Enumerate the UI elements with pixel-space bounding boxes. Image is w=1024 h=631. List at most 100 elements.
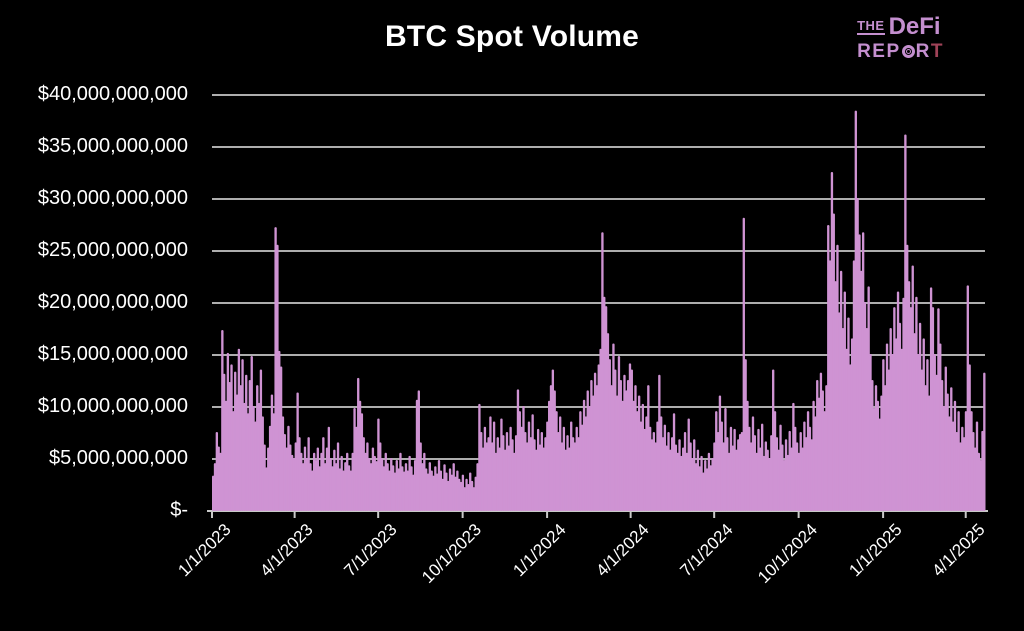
- volume-bar: [626, 379, 630, 511]
- volume-bar: [632, 400, 635, 511]
- volume-bar: [847, 317, 850, 511]
- volume-bar: [340, 455, 343, 511]
- volume-bar: [698, 466, 701, 511]
- volume-bar: [588, 405, 591, 511]
- volume-bar: [424, 468, 428, 511]
- volume-bar: [294, 442, 297, 511]
- volume-bar: [257, 402, 261, 511]
- volume-bar: [270, 394, 274, 511]
- volume-bar: [740, 431, 744, 511]
- volume-bar: [548, 400, 551, 511]
- volume-bar: [683, 431, 687, 511]
- volume-bar: [678, 439, 681, 511]
- volume-bar: [694, 463, 698, 511]
- volume-bar: [873, 408, 876, 511]
- volume-bar: [738, 434, 742, 511]
- volume-bar: [674, 444, 678, 511]
- volume-bar: [962, 437, 966, 511]
- volume-bar: [535, 449, 538, 511]
- volume-bar: [252, 405, 255, 511]
- volume-bar: [368, 457, 371, 511]
- volume-bar: [441, 478, 444, 511]
- volume-bar: [481, 447, 485, 511]
- volume-bar: [942, 405, 946, 511]
- volume-bar: [346, 452, 349, 511]
- volume-bar: [272, 413, 275, 511]
- volume-bar: [744, 359, 747, 511]
- volume-bar: [891, 353, 894, 511]
- volume-bar: [480, 431, 483, 511]
- volume-bar: [373, 455, 376, 511]
- volume-bar: [819, 372, 823, 511]
- volume-bar: [972, 431, 975, 511]
- volume-bar: [727, 452, 731, 511]
- volume-bar: [841, 327, 845, 511]
- logo-the-text: THE: [857, 18, 885, 35]
- volume-bar: [762, 455, 766, 511]
- volume-bar: [246, 413, 250, 511]
- volume-bar: [301, 463, 305, 511]
- volume-bar: [682, 447, 685, 511]
- volume-bar: [955, 431, 958, 511]
- volume-bar: [342, 470, 345, 511]
- volume-bar: [663, 424, 667, 511]
- volume-bar: [540, 431, 543, 511]
- volume-bar: [250, 356, 253, 511]
- volume-bar: [268, 425, 272, 511]
- volume-bar: [615, 395, 619, 511]
- volume-bar: [797, 452, 801, 511]
- volume-bar: [617, 356, 621, 511]
- volume-bar: [827, 225, 830, 511]
- volume-bar: [871, 379, 874, 511]
- volume-bar: [243, 402, 246, 511]
- volume-bar: [718, 395, 722, 511]
- volume-bar: [221, 330, 224, 511]
- volume-bar: [533, 439, 536, 511]
- volume-bar: [876, 400, 880, 511]
- volume-bar: [426, 473, 430, 511]
- volume-bar: [729, 426, 733, 511]
- volume-bar: [458, 478, 461, 511]
- volume-bar: [579, 411, 582, 511]
- volume-bar: [559, 416, 562, 511]
- volume-bar: [794, 426, 797, 511]
- volume-bar: [603, 296, 606, 511]
- volume-bar: [573, 442, 577, 511]
- volume-bar: [810, 439, 813, 511]
- volume-bar: [401, 466, 404, 511]
- volume-bar: [212, 475, 215, 511]
- volume-bar: [806, 411, 810, 511]
- volume-bar: [660, 416, 663, 511]
- volume-bar: [492, 421, 496, 511]
- volume-bar: [329, 457, 332, 511]
- volume-bar: [788, 430, 791, 511]
- volume-bar: [312, 452, 316, 511]
- volume-bar: [307, 437, 310, 511]
- volume-bar: [799, 431, 802, 511]
- volume-bar: [525, 442, 529, 511]
- volume-bar: [889, 327, 892, 511]
- volume-bar: [902, 297, 905, 511]
- y-axis-label: $40,000,000,000: [37, 83, 188, 105]
- volume-bar: [775, 437, 779, 511]
- volume-bar: [276, 244, 279, 511]
- volume-bar: [318, 466, 321, 511]
- volume-bar: [564, 449, 567, 511]
- volume-bar: [801, 447, 804, 511]
- volume-bar: [885, 343, 889, 511]
- volume-bar: [248, 379, 252, 511]
- volume-bar: [929, 287, 933, 511]
- volume-bar: [687, 418, 690, 511]
- volume-bar: [347, 465, 351, 511]
- volume-bar: [511, 439, 514, 511]
- volume-bar: [880, 395, 883, 511]
- volume-bar: [803, 421, 806, 511]
- volume-bar: [904, 134, 907, 511]
- volume-bar: [384, 452, 387, 511]
- volume-bar: [667, 431, 670, 511]
- volume-bar: [379, 442, 382, 511]
- volume-bar: [474, 476, 477, 511]
- volume-bar: [865, 327, 868, 511]
- volume-bar: [459, 481, 463, 511]
